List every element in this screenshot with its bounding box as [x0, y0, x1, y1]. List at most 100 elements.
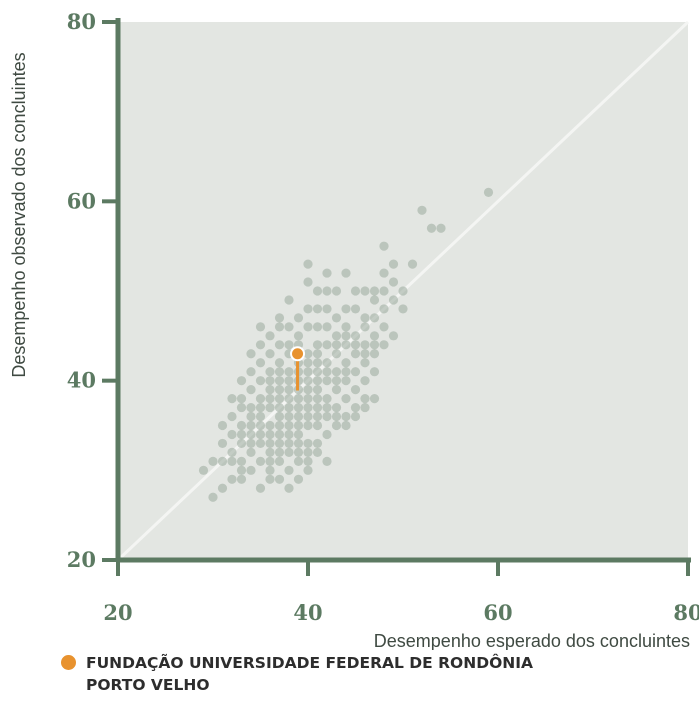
- data-point: [246, 447, 256, 457]
- data-point: [236, 438, 247, 449]
- data-point: [341, 376, 351, 386]
- data-point: [274, 358, 285, 368]
- data-point: [236, 376, 247, 386]
- data-point: [331, 385, 342, 395]
- data-point: [284, 295, 294, 305]
- data-point: [369, 349, 380, 359]
- data-point: [303, 349, 313, 359]
- data-point: [265, 402, 275, 413]
- data-point: [284, 376, 294, 386]
- data-point: [293, 474, 304, 484]
- data-point: [265, 376, 275, 386]
- data-point: [322, 429, 332, 440]
- data-point: [369, 394, 380, 404]
- data-point: [426, 223, 437, 233]
- data-point: [217, 456, 228, 466]
- data-point: [265, 465, 275, 475]
- legend-label-line1: FUNDAÇÃO UNIVERSIDADE FEDERAL DE RONDÔNI…: [86, 654, 533, 672]
- data-point: [322, 402, 332, 413]
- data-point: [369, 286, 380, 296]
- data-point: [236, 474, 247, 484]
- y-tick-label: 60: [67, 188, 96, 213]
- data-point: [255, 483, 266, 493]
- data-point: [217, 483, 228, 493]
- data-point: [274, 411, 285, 422]
- data-point: [322, 456, 332, 466]
- data-point: [208, 492, 218, 502]
- data-point: [322, 376, 332, 386]
- data-point: [388, 295, 399, 305]
- data-point: [227, 429, 237, 440]
- data-point: [274, 385, 285, 395]
- data-point: [265, 385, 275, 395]
- data-point: [303, 402, 313, 413]
- data-point: [303, 304, 313, 314]
- data-point: [265, 394, 275, 404]
- data-point: [274, 447, 285, 457]
- data-point: [303, 277, 313, 287]
- data-point: [331, 331, 342, 341]
- data-point: [360, 358, 370, 368]
- data-point: [274, 367, 285, 377]
- data-point: [379, 241, 389, 251]
- data-point: [255, 376, 266, 386]
- data-point: [331, 340, 342, 350]
- data-point: [398, 304, 408, 314]
- data-point: [312, 394, 323, 404]
- data-point: [274, 313, 285, 323]
- data-point: [398, 286, 408, 296]
- data-point: [303, 465, 313, 475]
- data-point: [312, 385, 323, 395]
- data-point: [369, 367, 380, 377]
- axes: [102, 18, 691, 576]
- data-point: [284, 340, 294, 350]
- data-point: [322, 394, 332, 404]
- data-point: [284, 429, 294, 440]
- data-point: [303, 456, 313, 466]
- data-point: [322, 367, 332, 377]
- data-point: [341, 322, 351, 332]
- data-point: [388, 259, 399, 269]
- data-point: [341, 420, 351, 431]
- data-point: [293, 331, 304, 341]
- data-point: [303, 259, 313, 269]
- x-tick-label: 20: [103, 600, 132, 625]
- data-point: [284, 411, 294, 422]
- data-point: [303, 376, 313, 386]
- data-point: [312, 358, 323, 368]
- x-tick-label: 60: [483, 600, 512, 625]
- data-point: [274, 376, 285, 386]
- data-point: [341, 268, 351, 278]
- data-point: [379, 304, 389, 314]
- data-point: [379, 340, 389, 350]
- data-point: [236, 420, 247, 431]
- data-point: [379, 322, 389, 332]
- data-point: [312, 304, 323, 314]
- data-point: [436, 223, 446, 233]
- data-point: [236, 456, 247, 466]
- data-point: [369, 331, 380, 341]
- data-point: [293, 313, 304, 323]
- data-point: [407, 259, 418, 269]
- data-point: [312, 420, 323, 431]
- data-point: [331, 313, 342, 323]
- data-point: [303, 438, 313, 449]
- data-point: [350, 286, 361, 296]
- data-point: [331, 420, 342, 431]
- legend-highlight-marker: [61, 655, 76, 670]
- data-point: [255, 358, 266, 368]
- data-point: [274, 474, 285, 484]
- data-point: [265, 438, 275, 449]
- data-point: [322, 340, 332, 350]
- data-point: [341, 304, 351, 314]
- data-point: [360, 394, 370, 404]
- data-point: [227, 394, 237, 404]
- y-tick-label: 80: [67, 9, 96, 34]
- data-point: [322, 304, 332, 314]
- data-point: [322, 358, 332, 368]
- data-point: [255, 429, 266, 440]
- data-point: [303, 411, 313, 422]
- highlight-data-point: [290, 346, 306, 362]
- data-point: [255, 340, 266, 350]
- data-point: [255, 456, 266, 466]
